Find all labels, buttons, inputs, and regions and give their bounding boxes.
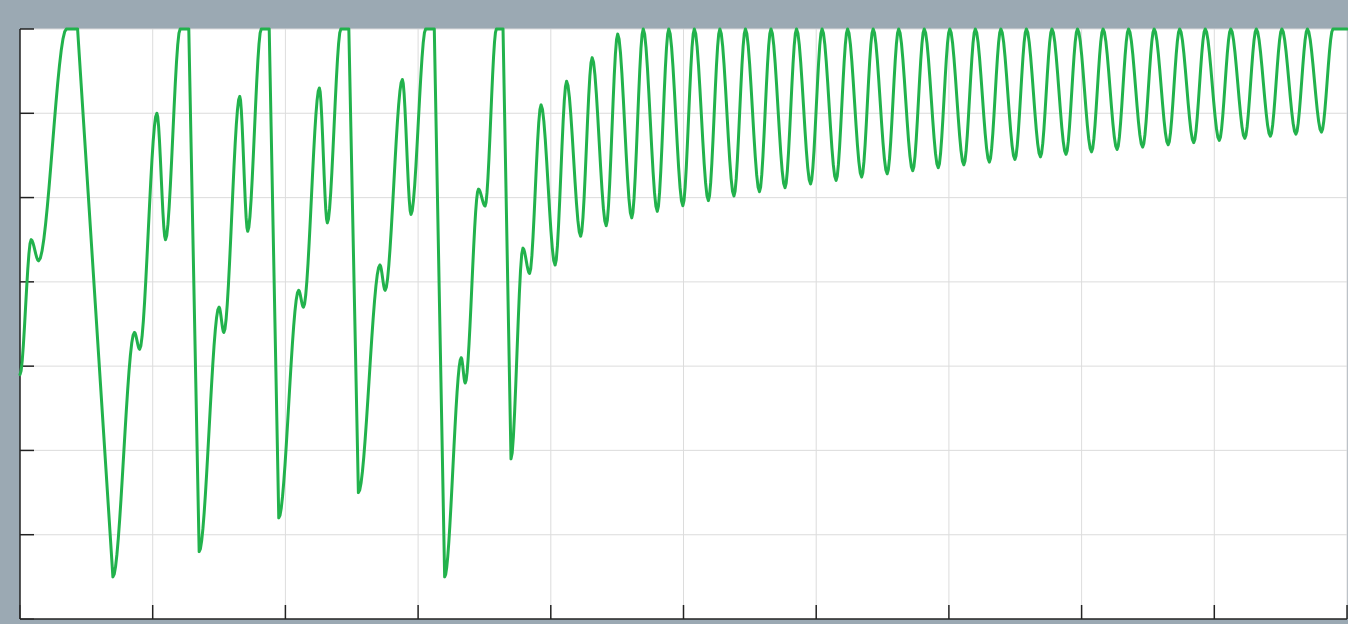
series-group [18, 27, 1348, 579]
axes [19, 28, 1348, 620]
series-line [18, 27, 1348, 579]
